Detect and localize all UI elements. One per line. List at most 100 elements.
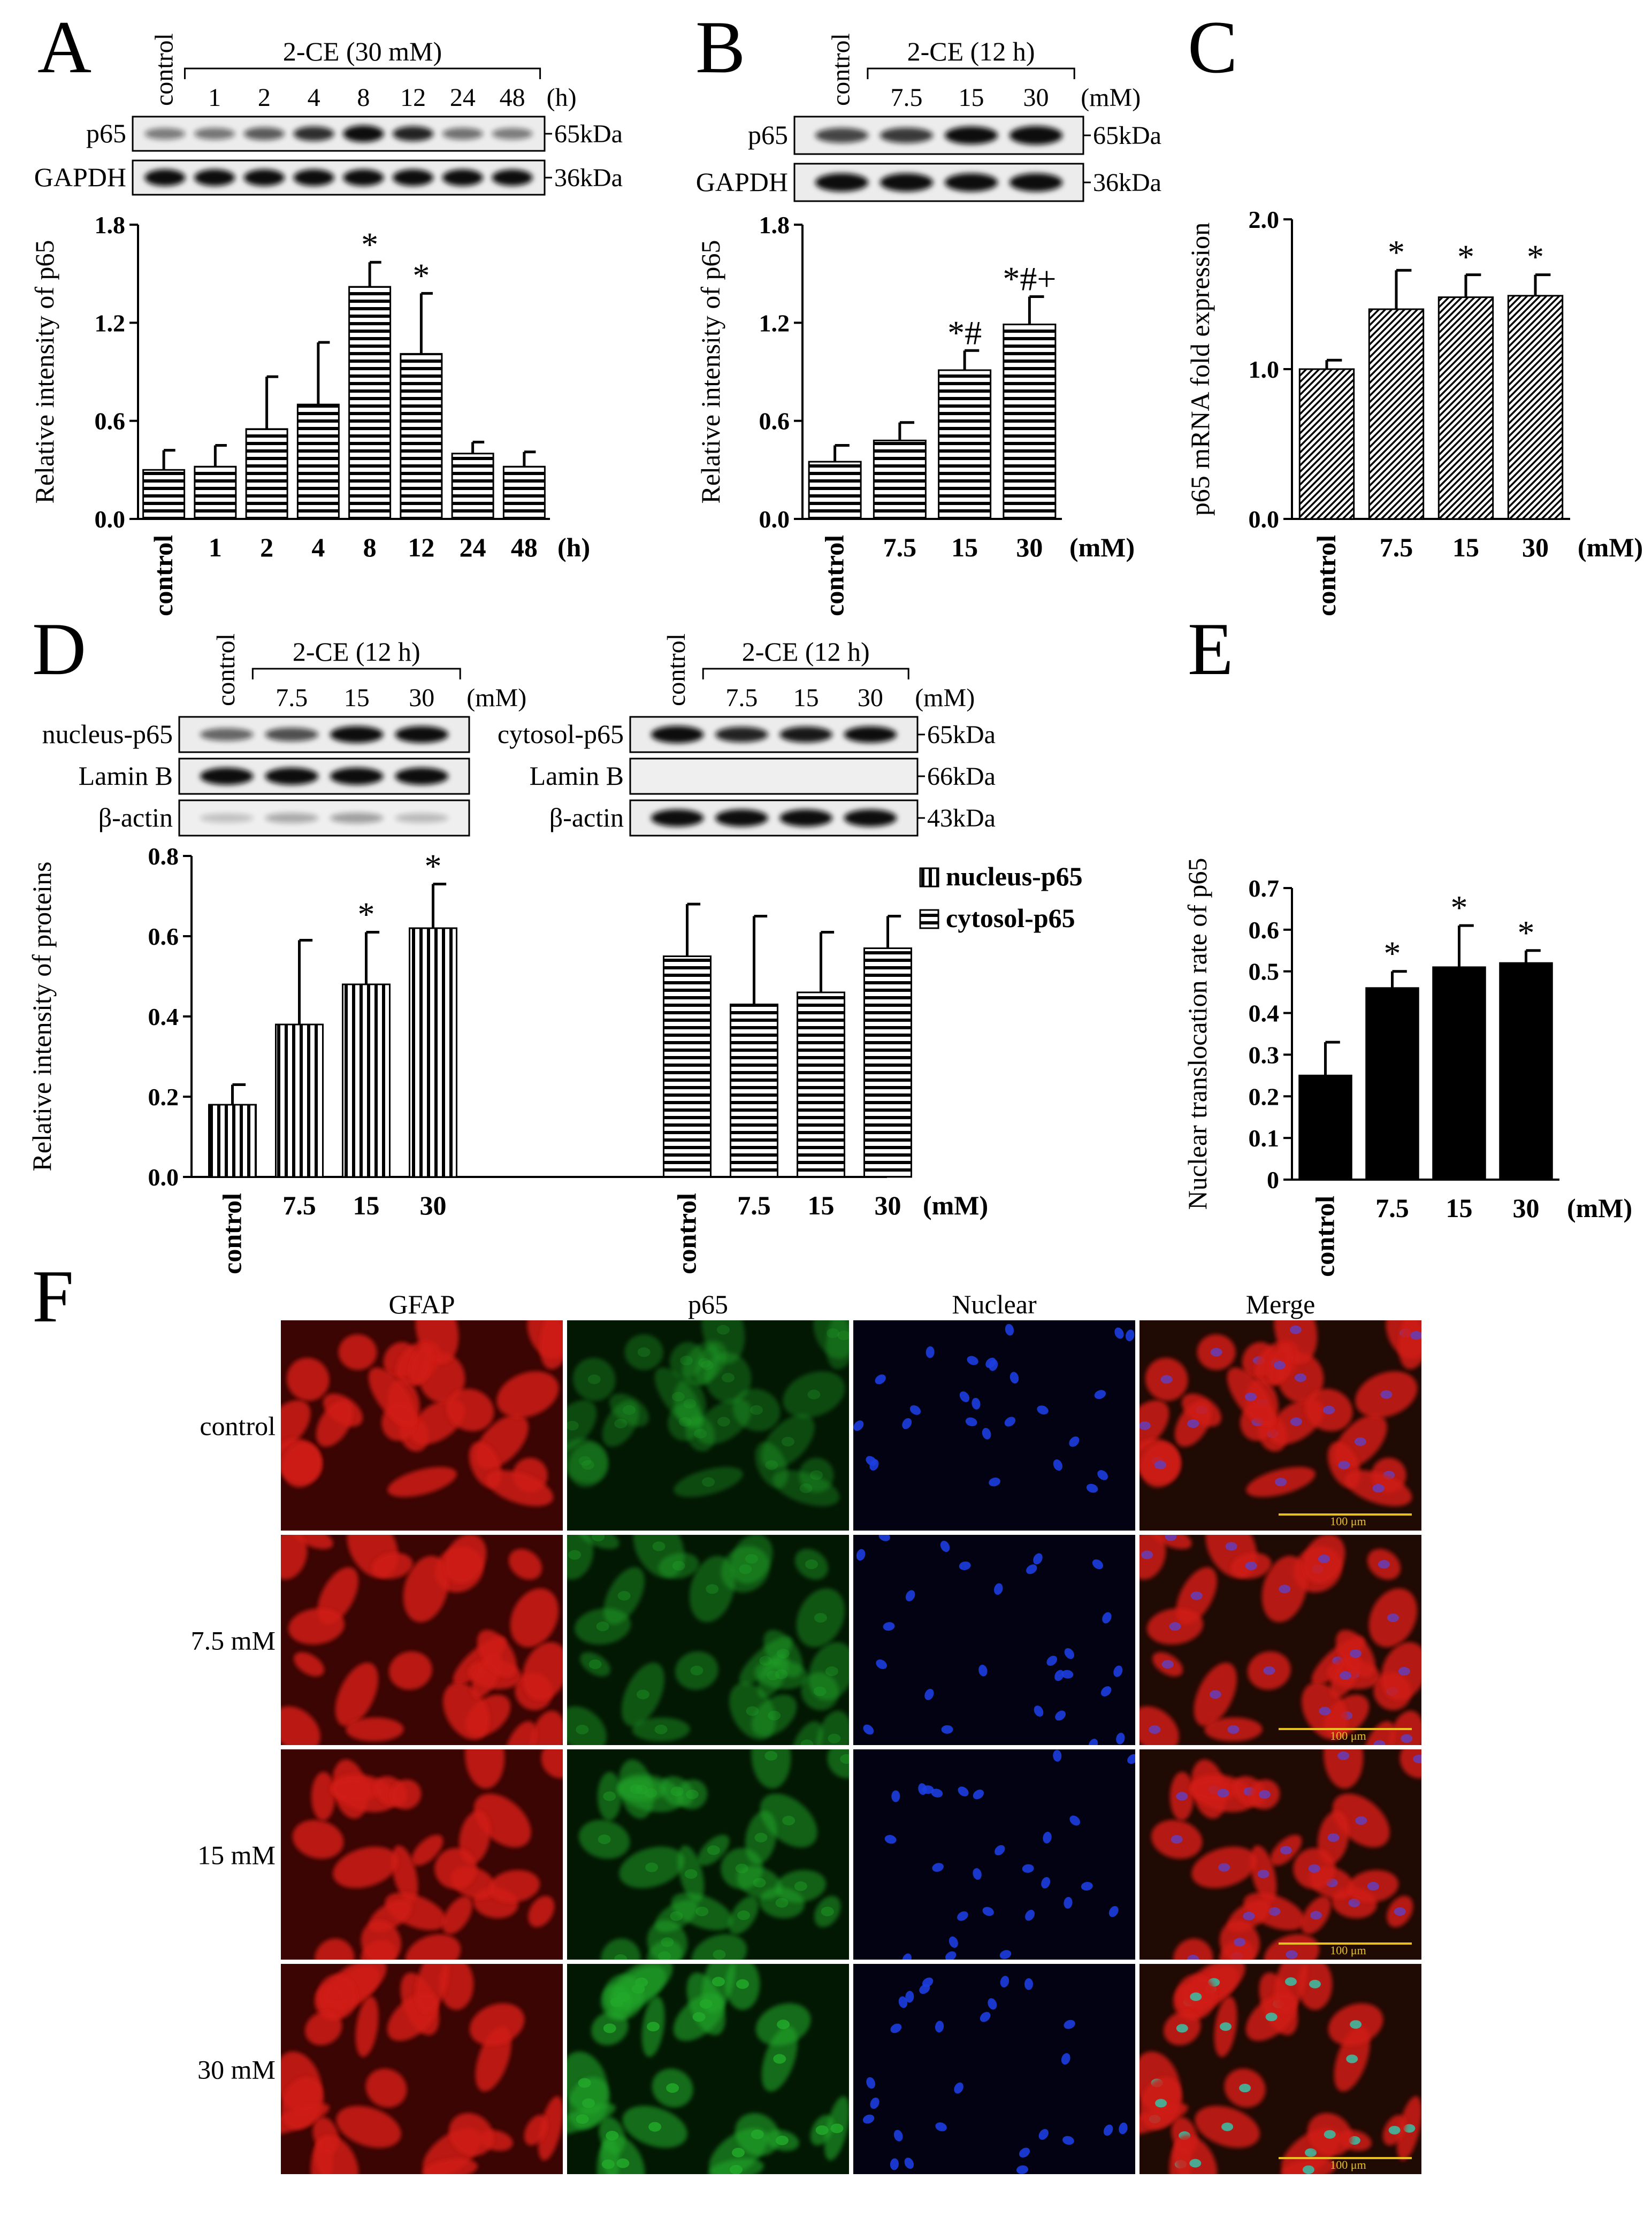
nucleus-merge [1388,2125,1401,2135]
lane-label: 1 [208,83,221,112]
bar-nucleus [409,927,457,1178]
y-tick-label: 0.6 [148,923,179,950]
nucleus-green [598,1834,611,1845]
nucleus-blue [1054,1670,1064,1681]
category-label-control: control [1310,1196,1340,1277]
blot-band [144,128,186,140]
blot-band [715,726,768,743]
nucleus-merge [1171,1835,1183,1844]
nucleus-blue [1108,1906,1119,1917]
bar-cytosol [730,1004,778,1178]
nucleus-green [764,1750,778,1761]
nucleus-blue [1004,1417,1016,1427]
blot-row-label: β-actin [98,802,173,832]
bar [1499,962,1553,1181]
nucleus-green [814,1613,827,1623]
nucleus-merge [1210,1348,1222,1357]
y-tick-label: 0.2 [148,1083,179,1111]
nucleus-green [690,1665,703,1676]
nucleus-green [828,1733,841,1743]
nucleus-green [754,1832,768,1842]
blot-band [293,126,334,141]
nucleus-blue [995,1845,1005,1856]
cell-body [572,1358,616,1401]
nucleus-blue [935,2122,947,2131]
lane-label: 30 [409,684,434,712]
nucleus-green [603,1791,616,1801]
nucleus-merge [1401,1734,1413,1743]
category-label: 15 [1446,1193,1473,1223]
blot-row-label: p65 [86,118,126,148]
micrograph-row-label: 7.5 mM [191,1626,276,1656]
nucleus-blue [954,2082,963,2094]
y-tick-label: 0.6 [1249,916,1280,944]
nucleus-green [567,1420,579,1431]
bar [451,453,494,520]
blot-band [265,813,319,823]
nucleus-merge [1387,1613,1399,1623]
nucleus-green [617,1992,630,2002]
nucleus-green [840,1754,849,1764]
western-blot-a: control 1 2 4 8 12 24 482-CE (30 mM)(h)p65 65kDa… [34,33,623,196]
cell-body [530,1710,563,1745]
nucleus-blue [957,1911,968,1921]
nucleus-merge [1176,1792,1188,1801]
nucleus-blue [926,1346,935,1358]
y-tick-label: 0.4 [1249,1000,1280,1027]
cell-body [580,1652,611,1677]
micrograph-nuclear-0 [853,1320,1135,1531]
nucleus-green [799,1483,813,1493]
significance-mark: *# [947,313,982,351]
cell-body [281,1400,311,1451]
nucleus-blue [1092,1559,1103,1570]
nucleus-merge [1290,1417,1302,1426]
nucleus-green [716,1325,730,1335]
nucleus-green [775,1898,789,1908]
nucleus-blue [1064,1896,1073,1909]
nucleus-merge [1225,1542,1237,1551]
lane-label-control: control [827,33,855,106]
nucleus-blue [1009,1372,1019,1384]
size-label: 66kDa [927,762,996,791]
nucleus-blue [989,1477,1000,1487]
cell-body [538,2096,563,2161]
cell-body [678,1845,705,1903]
nucleus-blue [891,1790,900,1802]
x-unit-label: (h) [557,532,590,562]
cell-body [448,2113,494,2156]
nucleus-blue [988,1998,997,2010]
lane-label: 24 [450,83,476,112]
category-label: 15 [353,1190,380,1220]
cell-body [540,1320,563,1370]
micrograph-background [853,1964,1135,2174]
micrograph-column-label: GFAP [388,1289,455,1319]
nucleus-merge [1398,1667,1410,1676]
micrograph-content [578,1749,849,1960]
size-label: 65kDa [554,120,623,148]
cell-body [336,2106,401,2148]
micrograph-gfap-1 [281,1535,563,1745]
nucleus-blue [1024,1978,1033,1990]
bar [400,353,443,520]
cell-body [316,1400,353,1447]
blot-band [200,813,254,823]
nucleus-blue [1064,1648,1074,1659]
bar-cytosol [863,947,912,1178]
y-tick-label: 1.2 [95,309,126,336]
micrograph-content [567,1320,849,1506]
micrograph-merge-2: 100 μm [1139,1749,1421,1960]
blot-band [194,127,235,140]
nucleus-merge [1279,1585,1291,1594]
nucleus-green [732,2147,745,2158]
blot-row-label: β-actin [549,802,624,832]
blot-band [265,728,319,741]
nucleus-merge [1176,2024,1188,2033]
lane-label: 8 [357,83,370,112]
category-label: 7.5 [282,1190,316,1220]
y-axis-label: Relative intensity of p65 [695,240,725,504]
nucleus-green [596,1622,609,1632]
significance-mark: * [1384,935,1401,973]
y-tick-label: 1.0 [1249,356,1280,383]
nucleus-blue [1064,2020,1075,2029]
category-label: 7.5 [737,1190,771,1220]
